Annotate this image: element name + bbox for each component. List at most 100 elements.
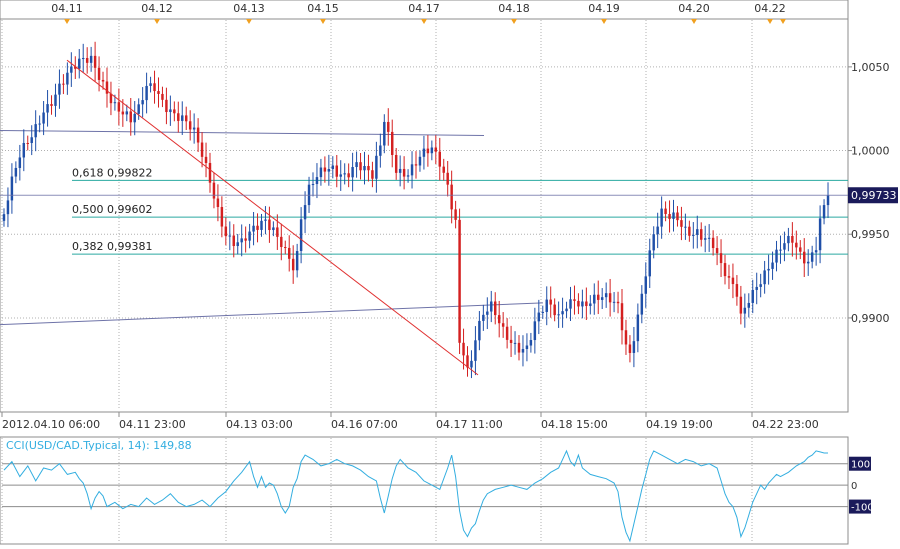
candle-down [232, 235, 235, 247]
candle-up [490, 301, 493, 312]
candle-up [14, 167, 18, 177]
candle-down [371, 170, 374, 179]
candle-up [34, 124, 37, 138]
event-marker-icon [154, 19, 160, 24]
candle-up [22, 142, 26, 158]
candle-up [145, 85, 148, 101]
event-marker-icon [767, 19, 773, 24]
event-marker-icon [691, 19, 697, 24]
candle-down [458, 219, 461, 343]
candle-up [771, 262, 774, 269]
candle-down [676, 212, 679, 221]
candle-down [624, 330, 628, 345]
candle-down [577, 300, 580, 307]
cci-panel-frame[interactable] [0, 436, 849, 545]
candle-down [700, 229, 703, 240]
candle-up [612, 301, 616, 303]
cci-title: CCI(USD/CAD.Typical, 14): 149,88 [6, 439, 192, 452]
candle-down [446, 172, 449, 185]
candle-down [803, 251, 806, 264]
candle-up [470, 360, 473, 368]
candle-up [818, 218, 822, 251]
fibonacci-levels[interactable]: 0,618 0,99822 0,500 0,99602 0,382 0,99381 [72, 166, 848, 255]
candle-up [775, 249, 778, 263]
candle-down [284, 247, 287, 249]
candle-down [196, 127, 200, 143]
price-tick-label: 1,0000 [851, 145, 890, 158]
price-tick-label: 1,0050 [851, 61, 890, 74]
candle-down [216, 198, 220, 208]
candle-down [597, 294, 600, 300]
candle-up [684, 226, 687, 228]
candle-up [569, 299, 572, 309]
candle-up [787, 235, 790, 244]
candle-down [664, 208, 667, 215]
last-price-label: 0,99733 [851, 189, 897, 202]
candle-down [791, 235, 794, 243]
top-date-label: 04.13 [233, 2, 265, 15]
candle-down [347, 173, 350, 178]
candle-up [363, 166, 366, 171]
candle-down [668, 214, 671, 219]
candle-down [573, 299, 576, 301]
price-panel-frame[interactable] [0, 18, 849, 413]
candle-up [169, 109, 172, 113]
candle-down [795, 242, 798, 248]
candle-up [783, 243, 786, 250]
last-price-tag [848, 187, 898, 204]
candle-up [486, 311, 489, 315]
candle-down [585, 301, 588, 307]
candle-down [105, 81, 109, 94]
candle-up [814, 250, 818, 253]
candle-down [799, 247, 802, 252]
candle-up [545, 299, 548, 312]
candle-down [553, 304, 556, 316]
candle-down [414, 164, 418, 166]
candle-up [295, 251, 299, 271]
candle-up [474, 340, 477, 361]
candle-down [454, 209, 457, 220]
candle-up [30, 137, 33, 144]
candle-down [391, 131, 394, 155]
candle-up [751, 289, 754, 303]
candle-down [501, 323, 505, 327]
candle-down [620, 303, 624, 331]
candle-up [537, 312, 541, 322]
candle-up [46, 104, 49, 113]
candle-down [287, 247, 291, 259]
candle-down [628, 344, 632, 353]
candle-up [81, 58, 85, 60]
candle-down [608, 293, 612, 303]
candle-down [256, 225, 259, 230]
top-date-label: 04.11 [51, 2, 83, 15]
candle-down [466, 355, 469, 368]
candle-down [62, 83, 65, 85]
time-tick-label: 04.18 15:00 [541, 418, 608, 431]
candle-up [743, 307, 747, 314]
candle-up [375, 155, 378, 179]
candle-down [184, 115, 188, 122]
candle-up [272, 227, 275, 231]
candle-up [755, 286, 758, 290]
time-tick-label: 04.11 23:00 [119, 418, 186, 431]
top-date-label: 04.17 [408, 2, 440, 15]
candle-down [157, 91, 160, 94]
candle-up [252, 225, 255, 232]
price-tick-label: 0,9950 [851, 228, 890, 241]
candle-down [129, 111, 132, 123]
candle-down [616, 301, 620, 304]
candle-down [177, 113, 180, 121]
candle-down [244, 238, 247, 241]
candle-down [442, 166, 445, 173]
cci-tick-label: 100 [851, 460, 870, 471]
candle-up [248, 231, 251, 241]
candle-down [735, 284, 739, 297]
time-tick-label: 04.16 07:00 [331, 418, 398, 431]
candle-up [410, 164, 414, 176]
price-tick-label: 0,9900 [851, 312, 890, 325]
candle-down [268, 219, 271, 231]
candle-down [323, 167, 327, 172]
price-axis: 1,0050 1,0000 0,9950 0,9900 0,99733 [0, 61, 898, 325]
candle-down [276, 227, 279, 237]
channel-lines[interactable] [0, 129, 544, 326]
